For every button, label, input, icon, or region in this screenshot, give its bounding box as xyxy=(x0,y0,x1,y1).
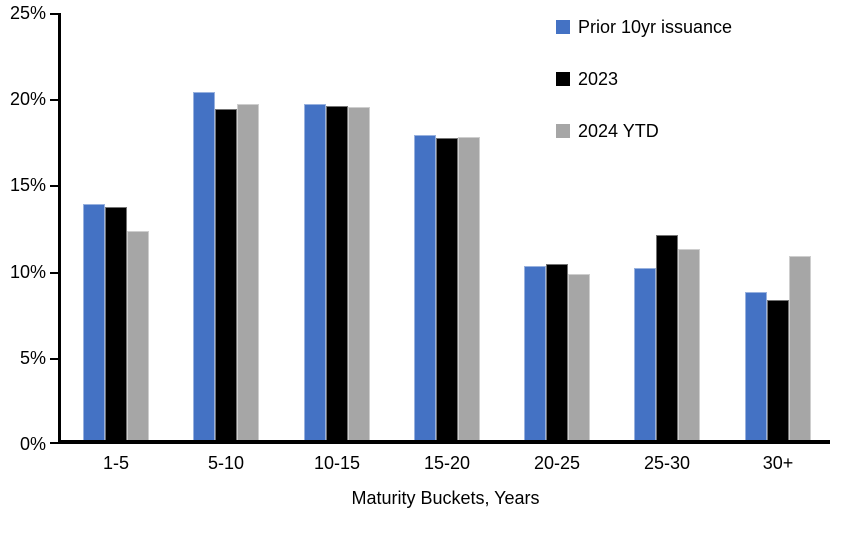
bar-prior-10yr-issuance-10-15 xyxy=(304,104,326,440)
bar-group-5-10 xyxy=(171,13,281,440)
y-tick xyxy=(50,99,58,101)
bar-2023-5-10 xyxy=(215,109,237,440)
y-tick xyxy=(50,13,58,15)
bar-2024-ytd-25-30 xyxy=(678,249,700,440)
bar-2023-15-20 xyxy=(436,138,458,440)
y-tick xyxy=(50,358,58,360)
bar-group-15-20 xyxy=(392,13,502,440)
bar-2024-ytd-20-25 xyxy=(568,274,590,440)
legend-swatch-icon xyxy=(556,124,570,138)
bar-prior-10yr-issuance-15-20 xyxy=(414,135,436,440)
bar-prior-10yr-issuance-30+ xyxy=(745,292,767,440)
bar-2024-ytd-10-15 xyxy=(348,107,370,440)
bar-group-30+ xyxy=(723,13,833,440)
bar-2023-20-25 xyxy=(546,264,568,440)
y-tick-label: 20% xyxy=(9,89,46,110)
legend-item: 2024 YTD xyxy=(556,120,659,142)
bar-group-25-30 xyxy=(612,13,722,440)
y-tick-label: 15% xyxy=(9,175,46,196)
x-tick-label: 5-10 xyxy=(207,453,245,473)
legend-swatch-icon xyxy=(556,20,570,34)
y-tick-label: 0% xyxy=(19,434,46,454)
y-tick-label: 10% xyxy=(9,261,46,282)
y-tick-label: 5% xyxy=(19,347,46,368)
x-axis-title: Maturity Buckets, Years xyxy=(351,488,540,508)
bar-prior-10yr-issuance-25-30 xyxy=(634,268,656,440)
plot-area xyxy=(50,13,833,444)
legend-item: Prior 10yr issuance xyxy=(556,16,732,38)
bar-group-1-5 xyxy=(61,13,171,440)
x-tick-label: 1-5 xyxy=(102,453,129,473)
legend-label: 2024 YTD xyxy=(578,121,659,141)
legend-label: Prior 10yr issuance xyxy=(578,17,733,37)
bar-group-20-25 xyxy=(502,13,612,440)
legend-label: 2023 xyxy=(578,69,619,89)
bar-prior-10yr-issuance-5-10 xyxy=(193,92,215,440)
y-tick xyxy=(50,185,58,187)
bar-2023-25-30 xyxy=(656,235,678,440)
bar-2023-30+ xyxy=(767,300,789,440)
bar-2023-10-15 xyxy=(326,106,348,440)
bar-2024-ytd-5-10 xyxy=(237,104,259,440)
y-tick xyxy=(50,272,58,274)
x-tick-label: 10-15 xyxy=(313,453,361,473)
x-tick-label: 30+ xyxy=(762,453,794,473)
y-tick-label: 25% xyxy=(9,3,46,23)
x-tick-label: 15-20 xyxy=(423,453,471,473)
bar-prior-10yr-issuance-1-5 xyxy=(83,204,105,440)
y-tick xyxy=(50,442,58,444)
bar-group-10-15 xyxy=(282,13,392,440)
legend-swatch-icon xyxy=(556,72,570,86)
bar-2024-ytd-15-20 xyxy=(458,137,480,440)
bar-2023-1-5 xyxy=(105,207,127,440)
x-tick-label: 25-30 xyxy=(643,453,691,473)
legend-item: 2023 xyxy=(556,68,618,90)
bar-2024-ytd-1-5 xyxy=(127,231,149,440)
bar-prior-10yr-issuance-20-25 xyxy=(524,266,546,440)
x-tick-label: 20-25 xyxy=(533,453,581,473)
bar-2024-ytd-30+ xyxy=(789,256,811,440)
